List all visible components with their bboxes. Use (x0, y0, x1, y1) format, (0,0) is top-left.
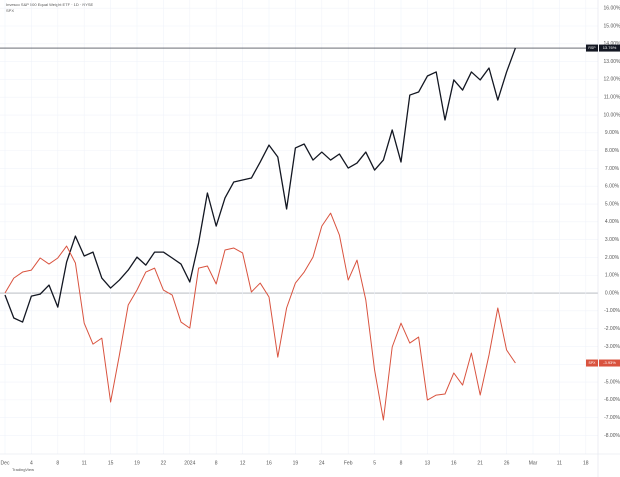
series-line (4, 212, 516, 421)
y-tick-label: 14.00% (604, 41, 620, 47)
x-tick-label: 2024 (184, 460, 195, 466)
y-tick-label: -7.00% (604, 415, 620, 421)
series-line (4, 47, 517, 323)
x-tick-label: 16 (451, 460, 457, 466)
x-tick-label: 21 (477, 460, 483, 466)
footer-logo: TradingView (12, 467, 34, 472)
y-tick-label: 0.00% (605, 290, 620, 296)
value-badge (599, 44, 620, 52)
x-tick-label: 24 (319, 460, 325, 466)
y-tick-label: 6.00% (605, 184, 620, 190)
chart-title: Invesco S&P 500 Equal Weight ETF · 1D · … (6, 2, 94, 7)
x-tick-label: 26 (504, 460, 510, 466)
y-tick-label: 10.00% (604, 112, 620, 118)
x-tick-label: 18 (583, 460, 589, 466)
x-tick-label: 15 (108, 460, 114, 466)
x-tick-label: 12 (240, 460, 246, 466)
y-tick-label: 11.00% (604, 95, 620, 101)
y-tick-label: 13.00% (604, 59, 620, 65)
value-label: 13.76% (603, 45, 617, 50)
x-tick-label: 19 (293, 460, 299, 466)
x-tick-label: 8 (56, 460, 59, 466)
y-tick-label: -8.00% (604, 433, 620, 439)
x-tick-label: 5 (373, 460, 376, 466)
y-tick-label: -6.00% (604, 397, 620, 403)
y-tick-label: 5.00% (605, 201, 620, 207)
badge (586, 359, 598, 367)
y-tick-label: 7.00% (605, 166, 620, 172)
x-tick-label: 22 (161, 460, 167, 466)
y-tick-label: 4.00% (605, 219, 620, 225)
y-tick-label: 8.00% (605, 148, 620, 154)
y-tick-label: -3.00% (604, 344, 620, 350)
x-tick-label: 8 (400, 460, 403, 466)
y-tick-label: 9.00% (605, 130, 620, 136)
x-tick-label: 16 (266, 460, 272, 466)
badge-name: RSP (588, 46, 596, 50)
value-badge (599, 359, 620, 367)
chart-subtitle: SPX (6, 8, 14, 13)
badge-name: SPX (588, 361, 596, 365)
y-tick-label: -2.00% (604, 326, 620, 332)
x-tick-label: Dec (1, 460, 10, 466)
badge (586, 44, 598, 52)
y-tick-label: 16.00% (604, 6, 620, 12)
x-tick-label: 13 (425, 460, 431, 466)
y-tick-label: 15.00% (604, 23, 620, 29)
y-tick-label: -5.00% (604, 379, 620, 385)
x-tick-label: 11 (557, 460, 562, 466)
value-label: -3.93% (603, 360, 616, 365)
y-tick-label: 3.00% (605, 237, 620, 243)
x-tick-label: Mar (529, 460, 538, 466)
x-tick-label: 8 (215, 460, 218, 466)
y-tick-label: -1.00% (604, 308, 620, 314)
y-tick-label: 2.00% (605, 255, 620, 261)
y-tick-label: 1.00% (605, 273, 620, 279)
x-tick-label: 11 (82, 460, 87, 466)
y-tick-label: 12.00% (604, 77, 620, 83)
x-tick-label: 4 (30, 460, 33, 466)
x-tick-label: 19 (134, 460, 140, 466)
x-tick-label: Feb (344, 460, 353, 466)
